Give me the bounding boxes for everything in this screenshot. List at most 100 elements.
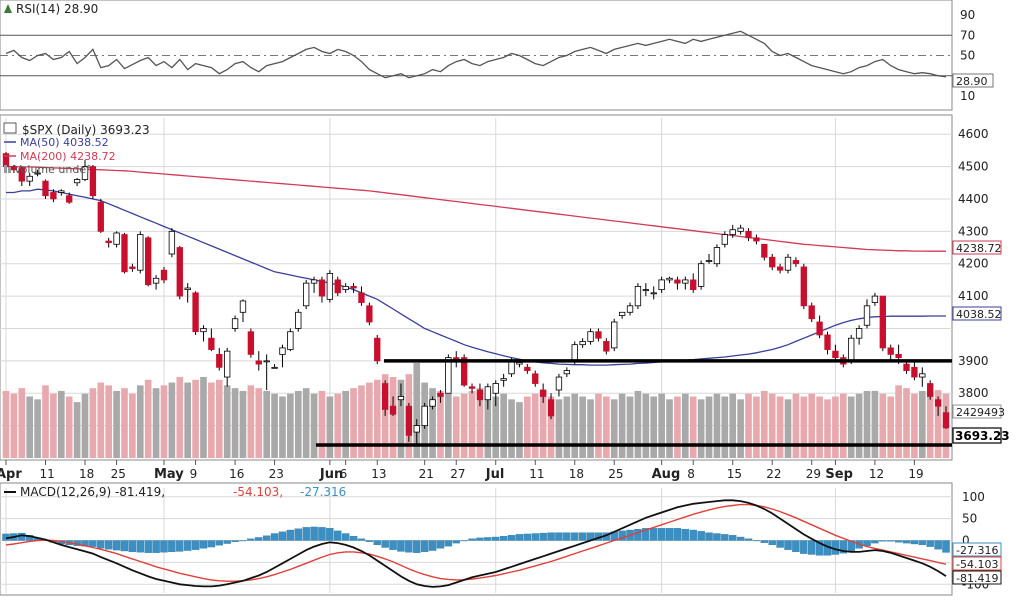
macd-histogram-bar: [768, 540, 776, 546]
macd-histogram-bar: [926, 540, 934, 547]
rsi-legend-text: RSI(14) 28.90: [16, 2, 98, 16]
macd-histogram-bar: [894, 540, 903, 543]
macd-histogram-bar: [152, 540, 160, 553]
candle-body: [595, 331, 602, 339]
candle-body: [524, 366, 531, 371]
volume-bar: [855, 393, 863, 458]
candle-body: [555, 376, 563, 391]
price-tick-label: 4200: [958, 257, 989, 271]
macd-histogram-bar: [760, 540, 769, 543]
macd-histogram-bar: [183, 540, 192, 551]
x-tick-label: 11: [529, 467, 544, 481]
volume-bar: [547, 396, 555, 458]
macd-histogram-bar: [499, 535, 508, 541]
candle-body: [532, 373, 539, 384]
x-tick-label: 25: [111, 467, 126, 481]
macd-histogram-bar: [910, 540, 919, 545]
ma50-line: [6, 188, 946, 366]
candle-body: [66, 195, 73, 203]
volume-bar: [847, 396, 855, 458]
rsi-tick-label: 10: [960, 89, 975, 103]
volume-bar: [642, 393, 650, 458]
x-tick-label: 16: [229, 467, 244, 481]
candle-body: [18, 167, 25, 182]
volume-bar: [160, 385, 168, 458]
volume-bar: [674, 396, 681, 458]
candle-body: [618, 311, 626, 316]
volume-bar: [761, 390, 768, 458]
volume-bar: [65, 396, 73, 458]
volume-bar: [18, 388, 26, 458]
volume-bar: [10, 393, 18, 458]
close-tag: 3693.23: [952, 427, 1010, 444]
x-tick-label: 6: [340, 467, 348, 481]
macd-histogram-bar: [286, 529, 295, 541]
candle-body: [26, 175, 33, 182]
volume-bar: [934, 390, 942, 458]
candle-body: [761, 243, 768, 258]
x-tick-label: 13: [371, 467, 386, 481]
candle-body: [863, 305, 871, 326]
volume-bar: [729, 393, 737, 458]
volume-bar: [634, 390, 642, 458]
macd-histogram-bar: [721, 534, 729, 541]
volume-bar: [603, 396, 610, 458]
rsi-axis: 90 70 50 10: [960, 8, 975, 103]
macd-histogram-bar: [207, 540, 216, 548]
volume-bar: [113, 390, 120, 458]
candle-body: [729, 229, 736, 235]
candle-body: [89, 166, 97, 197]
candle-body: [800, 266, 807, 307]
volume-bar: [445, 393, 452, 458]
volume-bar: [926, 389, 934, 458]
macd-histogram-bar: [318, 527, 326, 541]
macd-histogram-bar: [547, 532, 555, 541]
macd-histogram-bar: [460, 540, 468, 542]
price-tick-label: 4300: [958, 224, 989, 238]
macd-histogram-bar: [578, 532, 587, 541]
candle-body: [919, 373, 926, 378]
volume-bar: [366, 382, 373, 458]
volume-bar: [816, 396, 823, 458]
candle-body: [263, 360, 270, 363]
macd-histogram-bar: [642, 528, 650, 541]
volume-bar: [579, 396, 586, 458]
candle-body: [247, 331, 255, 355]
macd-histogram-bar: [776, 540, 784, 548]
rsi-line: [5, 30, 947, 79]
rsi-legend: RSI(14) 28.90: [4, 2, 98, 16]
macd-signal-tag: -54.103: [952, 556, 1002, 571]
volume-bar: [73, 402, 81, 458]
volume-bar: [768, 393, 776, 458]
macd-tick-label: 0: [962, 534, 970, 548]
candle-body: [216, 353, 223, 368]
candle-body: [397, 396, 405, 401]
x-tick-label: 18: [569, 467, 584, 481]
candle-body: [145, 237, 152, 286]
rsi-last-tag: 28.90: [952, 73, 994, 88]
macd-histogram-bar: [887, 540, 895, 542]
candle-body: [303, 282, 310, 307]
macd-signal-line: [5, 503, 947, 582]
volume-bar: [57, 390, 65, 458]
macd-histogram-bar: [365, 540, 374, 542]
volume-bar: [223, 385, 231, 458]
rsi-panel: RSI(14) 28.90 90 70 50 10 28.90: [0, 0, 994, 111]
macd-histogram-bar: [792, 540, 800, 553]
macd-histogram-bar: [918, 540, 927, 546]
price-legend: $SPX (Daily) 3693.23 MA(50) 4038.52 MA(2…: [3, 122, 150, 176]
x-tick-label: 11: [39, 467, 54, 481]
candle-body: [137, 234, 144, 271]
candle-body: [855, 328, 863, 339]
candle-body: [310, 279, 318, 284]
rsi-tick-label: 70: [960, 28, 975, 42]
rsi-tick-label: 90: [960, 8, 975, 22]
volume-bar: [152, 388, 160, 458]
volume-bar: [397, 379, 405, 458]
macd-histogram-bar: [381, 540, 389, 548]
candle-body: [10, 166, 18, 171]
candle-body: [287, 331, 294, 350]
volume-bars: [2, 363, 950, 458]
candle-body: [879, 295, 886, 349]
ma200-value: 4238.72: [956, 242, 1002, 255]
